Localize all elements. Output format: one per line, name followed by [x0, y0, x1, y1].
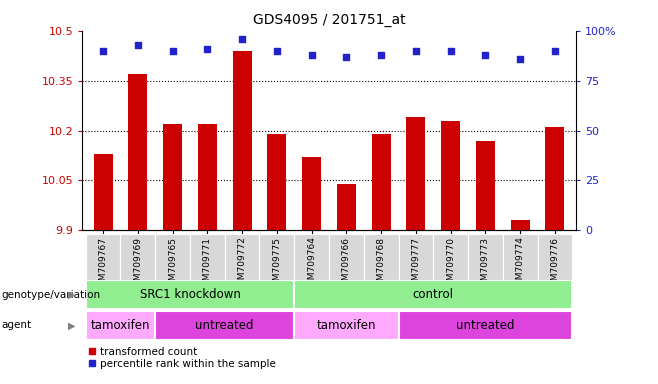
Point: [307, 51, 317, 58]
Bar: [86, 234, 120, 280]
Text: GSM709770: GSM709770: [446, 237, 455, 291]
Text: GSM709764: GSM709764: [307, 237, 316, 291]
Bar: [155, 311, 294, 340]
Text: GSM709769: GSM709769: [134, 237, 142, 291]
Point: [202, 46, 213, 52]
Text: tamoxifen: tamoxifen: [316, 319, 376, 332]
Text: genotype/variation: genotype/variation: [1, 290, 101, 300]
Point: [549, 48, 560, 54]
Text: GSM709776: GSM709776: [550, 237, 559, 291]
Text: ▶: ▶: [68, 290, 76, 300]
Bar: [433, 234, 468, 280]
Bar: [545, 127, 565, 230]
Text: GSM709766: GSM709766: [342, 237, 351, 291]
Bar: [476, 141, 495, 230]
Bar: [441, 121, 460, 230]
Point: [411, 48, 421, 54]
Point: [98, 48, 109, 54]
Bar: [294, 311, 399, 340]
Point: [237, 36, 247, 42]
Text: GSM709765: GSM709765: [168, 237, 177, 291]
Text: tamoxifen: tamoxifen: [91, 319, 150, 332]
Text: GSM709767: GSM709767: [99, 237, 108, 291]
Point: [376, 51, 386, 58]
Text: untreated: untreated: [195, 319, 254, 332]
Bar: [225, 234, 259, 280]
Text: GSM709772: GSM709772: [238, 237, 247, 291]
Bar: [120, 234, 155, 280]
Bar: [294, 234, 329, 280]
Text: SRC1 knockdown: SRC1 knockdown: [139, 288, 240, 301]
Bar: [93, 154, 113, 230]
Text: GSM709774: GSM709774: [516, 237, 524, 291]
Legend: transformed count, percentile rank within the sample: transformed count, percentile rank withi…: [88, 347, 276, 369]
Bar: [329, 234, 364, 280]
Point: [515, 56, 525, 62]
Text: agent: agent: [1, 320, 32, 331]
Text: untreated: untreated: [456, 319, 515, 332]
Bar: [232, 51, 251, 230]
Text: GSM709775: GSM709775: [272, 237, 282, 291]
Bar: [163, 124, 182, 230]
Bar: [155, 234, 190, 280]
Bar: [337, 184, 356, 230]
Text: GSM709768: GSM709768: [376, 237, 386, 291]
Bar: [86, 311, 155, 340]
Text: GSM709771: GSM709771: [203, 237, 212, 291]
Bar: [468, 234, 503, 280]
Bar: [294, 280, 572, 309]
Bar: [86, 280, 294, 309]
Text: ▶: ▶: [68, 320, 76, 331]
Bar: [399, 311, 572, 340]
Bar: [259, 234, 294, 280]
Text: GSM709777: GSM709777: [411, 237, 420, 291]
Bar: [372, 134, 391, 230]
Bar: [128, 74, 147, 230]
Point: [133, 41, 143, 48]
Bar: [399, 234, 433, 280]
Bar: [511, 220, 530, 230]
Text: control: control: [413, 288, 454, 301]
Bar: [302, 157, 321, 230]
Point: [167, 48, 178, 54]
Point: [272, 48, 282, 54]
Bar: [190, 234, 225, 280]
Bar: [198, 124, 217, 230]
Bar: [364, 234, 399, 280]
Text: GSM709773: GSM709773: [481, 237, 490, 291]
Point: [341, 54, 351, 60]
Point: [445, 48, 456, 54]
Bar: [503, 234, 538, 280]
Bar: [407, 117, 426, 230]
Bar: [538, 234, 572, 280]
Bar: [267, 134, 286, 230]
Point: [480, 51, 491, 58]
Title: GDS4095 / 201751_at: GDS4095 / 201751_at: [253, 13, 405, 27]
